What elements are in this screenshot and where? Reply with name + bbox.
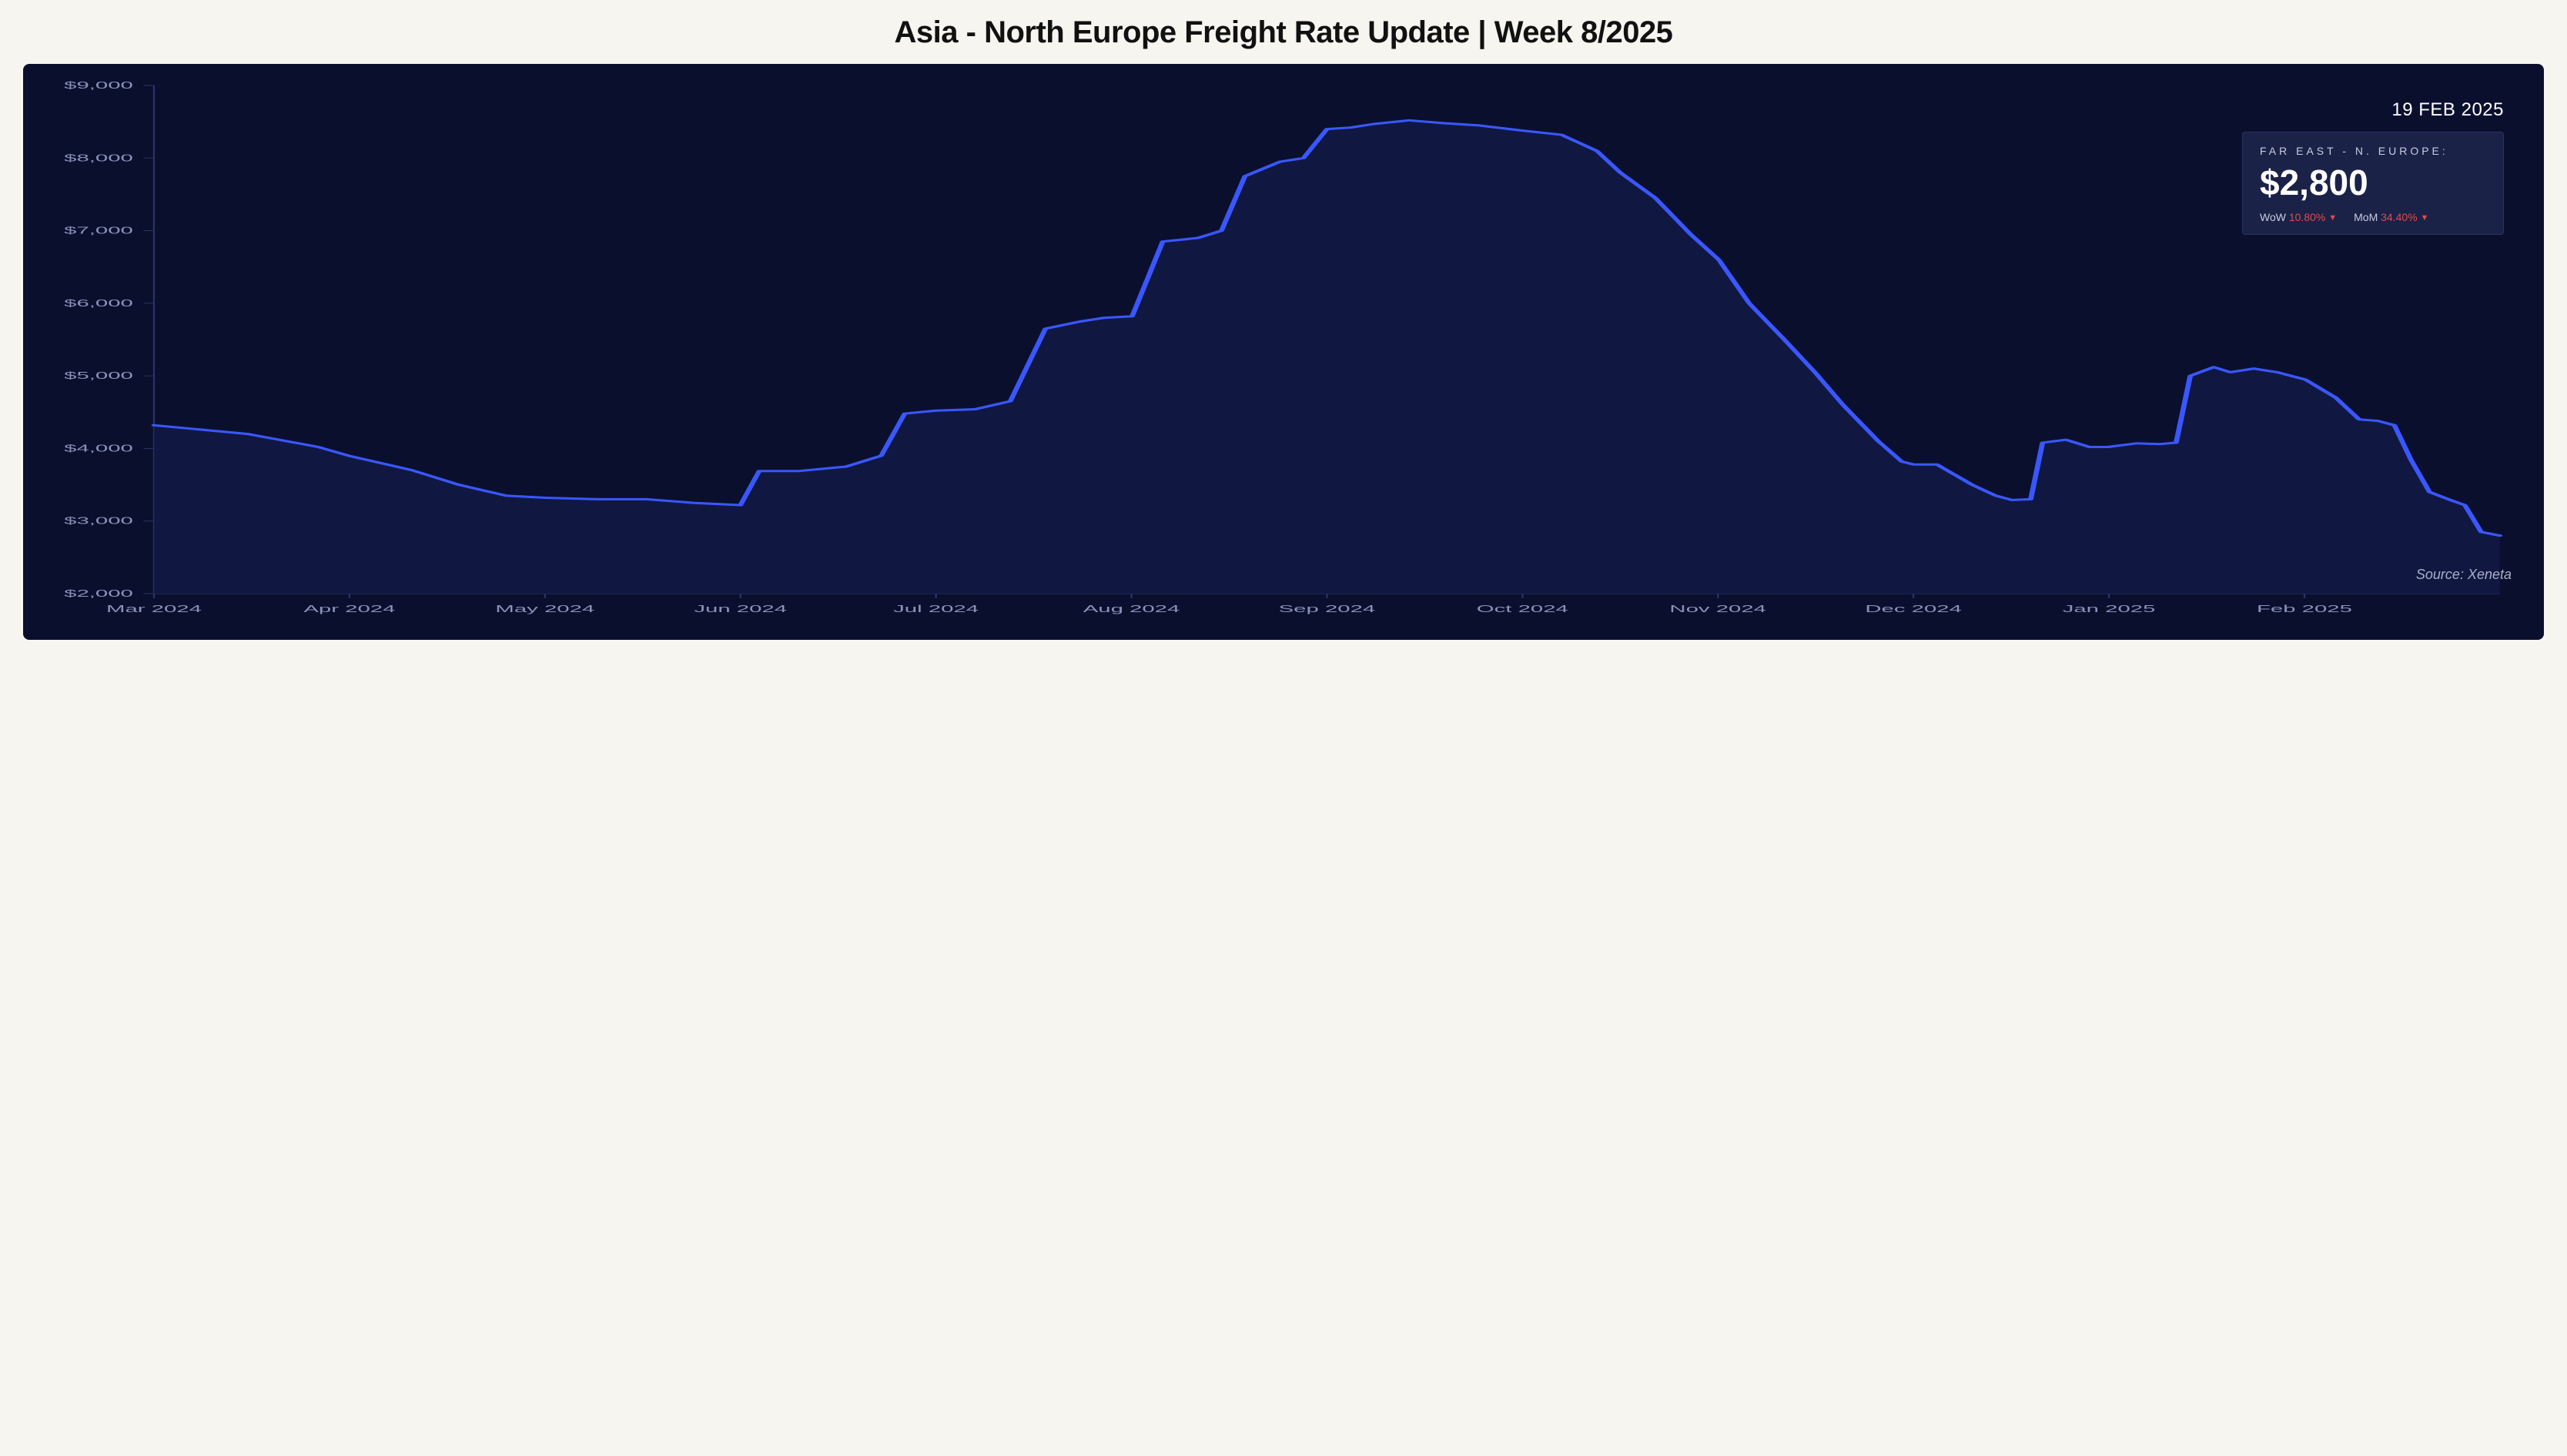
svg-text:Apr 2024: Apr 2024 xyxy=(303,603,395,614)
svg-text:Jan 2025: Jan 2025 xyxy=(2063,603,2156,614)
svg-text:Dec 2024: Dec 2024 xyxy=(1865,603,1962,614)
mom-change: MoM 34.40% ▼ xyxy=(2354,211,2428,223)
svg-text:$3,000: $3,000 xyxy=(64,515,133,527)
svg-text:$7,000: $7,000 xyxy=(64,225,133,236)
plot-wrapper: $2,000 $3,000 $4,000 $5,000 $6,000 $7,000 $8,0… xyxy=(32,78,2535,632)
svg-text:$9,000: $9,000 xyxy=(64,79,133,91)
source-label: Source: Xeneta xyxy=(2416,567,2512,583)
report-date: 19 FEB 2025 xyxy=(2391,99,2504,121)
svg-text:Jun 2024: Jun 2024 xyxy=(694,603,787,614)
down-arrow-icon: ▼ xyxy=(2328,213,2337,223)
svg-text:$5,000: $5,000 xyxy=(64,370,133,381)
wow-change: WoW 10.80% ▼ xyxy=(2260,211,2337,223)
svg-text:Oct 2024: Oct 2024 xyxy=(1477,603,1568,614)
svg-text:Jul 2024: Jul 2024 xyxy=(893,603,979,614)
svg-text:Nov 2024: Nov 2024 xyxy=(1669,603,1766,614)
svg-text:Feb 2025: Feb 2025 xyxy=(2257,603,2352,614)
svg-text:May 2024: May 2024 xyxy=(495,603,594,614)
svg-text:$8,000: $8,000 xyxy=(64,152,133,163)
svg-text:$6,000: $6,000 xyxy=(64,297,133,309)
svg-text:Sep 2024: Sep 2024 xyxy=(1279,603,1376,614)
freight-rate-chart: $2,000 $3,000 $4,000 $5,000 $6,000 $7,000 $8,0… xyxy=(32,78,2535,632)
route-label: FAR EAST - N. EUROPE: xyxy=(2260,145,2486,157)
current-rate-value: $2,800 xyxy=(2260,162,2486,203)
chart-container: $2,000 $3,000 $4,000 $5,000 $6,000 $7,000 $8,0… xyxy=(23,64,2544,640)
svg-text:Aug 2024: Aug 2024 xyxy=(1083,603,1180,614)
svg-text:Mar 2024: Mar 2024 xyxy=(106,603,202,614)
change-row: WoW 10.80% ▼ MoM 34.40% ▼ xyxy=(2260,211,2486,223)
rate-info-panel: FAR EAST - N. EUROPE: $2,800 WoW 10.80% … xyxy=(2242,132,2504,235)
down-arrow-icon: ▼ xyxy=(2421,213,2429,223)
page-title: Asia - North Europe Freight Rate Update … xyxy=(23,15,2544,50)
svg-text:$2,000: $2,000 xyxy=(64,587,133,599)
svg-text:$4,000: $4,000 xyxy=(64,442,133,454)
